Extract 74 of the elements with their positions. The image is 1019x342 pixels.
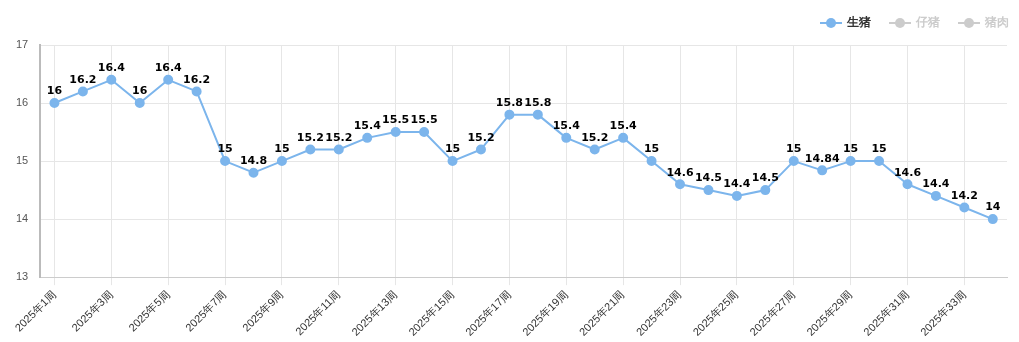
point [305, 144, 316, 155]
data-label: 16.4 [154, 61, 183, 75]
point [845, 156, 856, 167]
y-tick-label: 13 [15, 270, 29, 283]
point [817, 165, 828, 176]
data-label: 14.5 [751, 171, 779, 185]
point [390, 127, 401, 138]
data-label: 15 [444, 142, 461, 156]
point [760, 185, 771, 196]
data-label: 15 [274, 142, 290, 156]
data-label: 15.4 [353, 119, 382, 133]
point [959, 202, 970, 213]
point [589, 144, 600, 155]
point [731, 190, 742, 201]
point [106, 74, 117, 85]
point [675, 179, 686, 190]
data-label: 15 [871, 142, 887, 156]
data-label: 14.4 [723, 177, 751, 191]
point [49, 98, 60, 109]
y-tick-label: 17 [15, 38, 29, 51]
y-tick-label: 16 [15, 96, 29, 109]
data-label: 14.4 [922, 177, 950, 191]
data-label: 14.5 [694, 171, 723, 185]
point [930, 190, 941, 201]
data-label: 15.5 [382, 113, 410, 127]
data-label: 16.2 [69, 72, 97, 86]
data-label: 16 [132, 84, 148, 98]
data-label: 15 [842, 142, 859, 156]
data-label: 14.84 [804, 151, 840, 165]
legend-label: 生猪 [847, 14, 871, 31]
data-label: 15 [786, 142, 802, 156]
data-label: 14.2 [950, 188, 978, 202]
data-label: 15 [643, 142, 660, 156]
point [902, 179, 913, 190]
data-label: 14.8 [239, 154, 268, 168]
point [987, 214, 998, 225]
data-label: 14.6 [893, 165, 922, 179]
data-label: 15.2 [467, 130, 495, 144]
point [874, 156, 885, 167]
point [134, 98, 145, 109]
data-label: 15.8 [495, 96, 523, 110]
point [646, 156, 657, 167]
point [618, 132, 629, 143]
data-label: 16 [46, 84, 63, 98]
data-label: 15.2 [581, 130, 609, 144]
data-label: 15.4 [609, 119, 638, 133]
point [191, 86, 202, 97]
data-label: 14.6 [666, 165, 694, 179]
point [561, 132, 572, 143]
point [788, 156, 799, 167]
data-label: 15.4 [552, 119, 581, 133]
data-label: 16.4 [97, 61, 126, 75]
point [220, 156, 231, 167]
data-label: 15.2 [325, 130, 353, 144]
data-label: 15 [217, 142, 233, 156]
point [447, 156, 458, 167]
data-label: 14 [985, 200, 1001, 214]
y-tick-label: 15 [15, 154, 29, 167]
point [77, 86, 88, 97]
data-label: 15.8 [524, 96, 552, 110]
point [504, 109, 515, 120]
y-tick-label: 14 [15, 212, 29, 225]
data-label: 16.2 [183, 72, 211, 86]
point [276, 156, 287, 167]
data-label: 15.5 [410, 113, 438, 127]
point [475, 144, 486, 155]
data-label: 15.2 [296, 130, 324, 144]
point [362, 132, 373, 143]
point [419, 127, 430, 138]
point [248, 167, 259, 178]
point [703, 185, 714, 196]
point [163, 74, 174, 85]
point [532, 109, 543, 120]
point [333, 144, 344, 155]
